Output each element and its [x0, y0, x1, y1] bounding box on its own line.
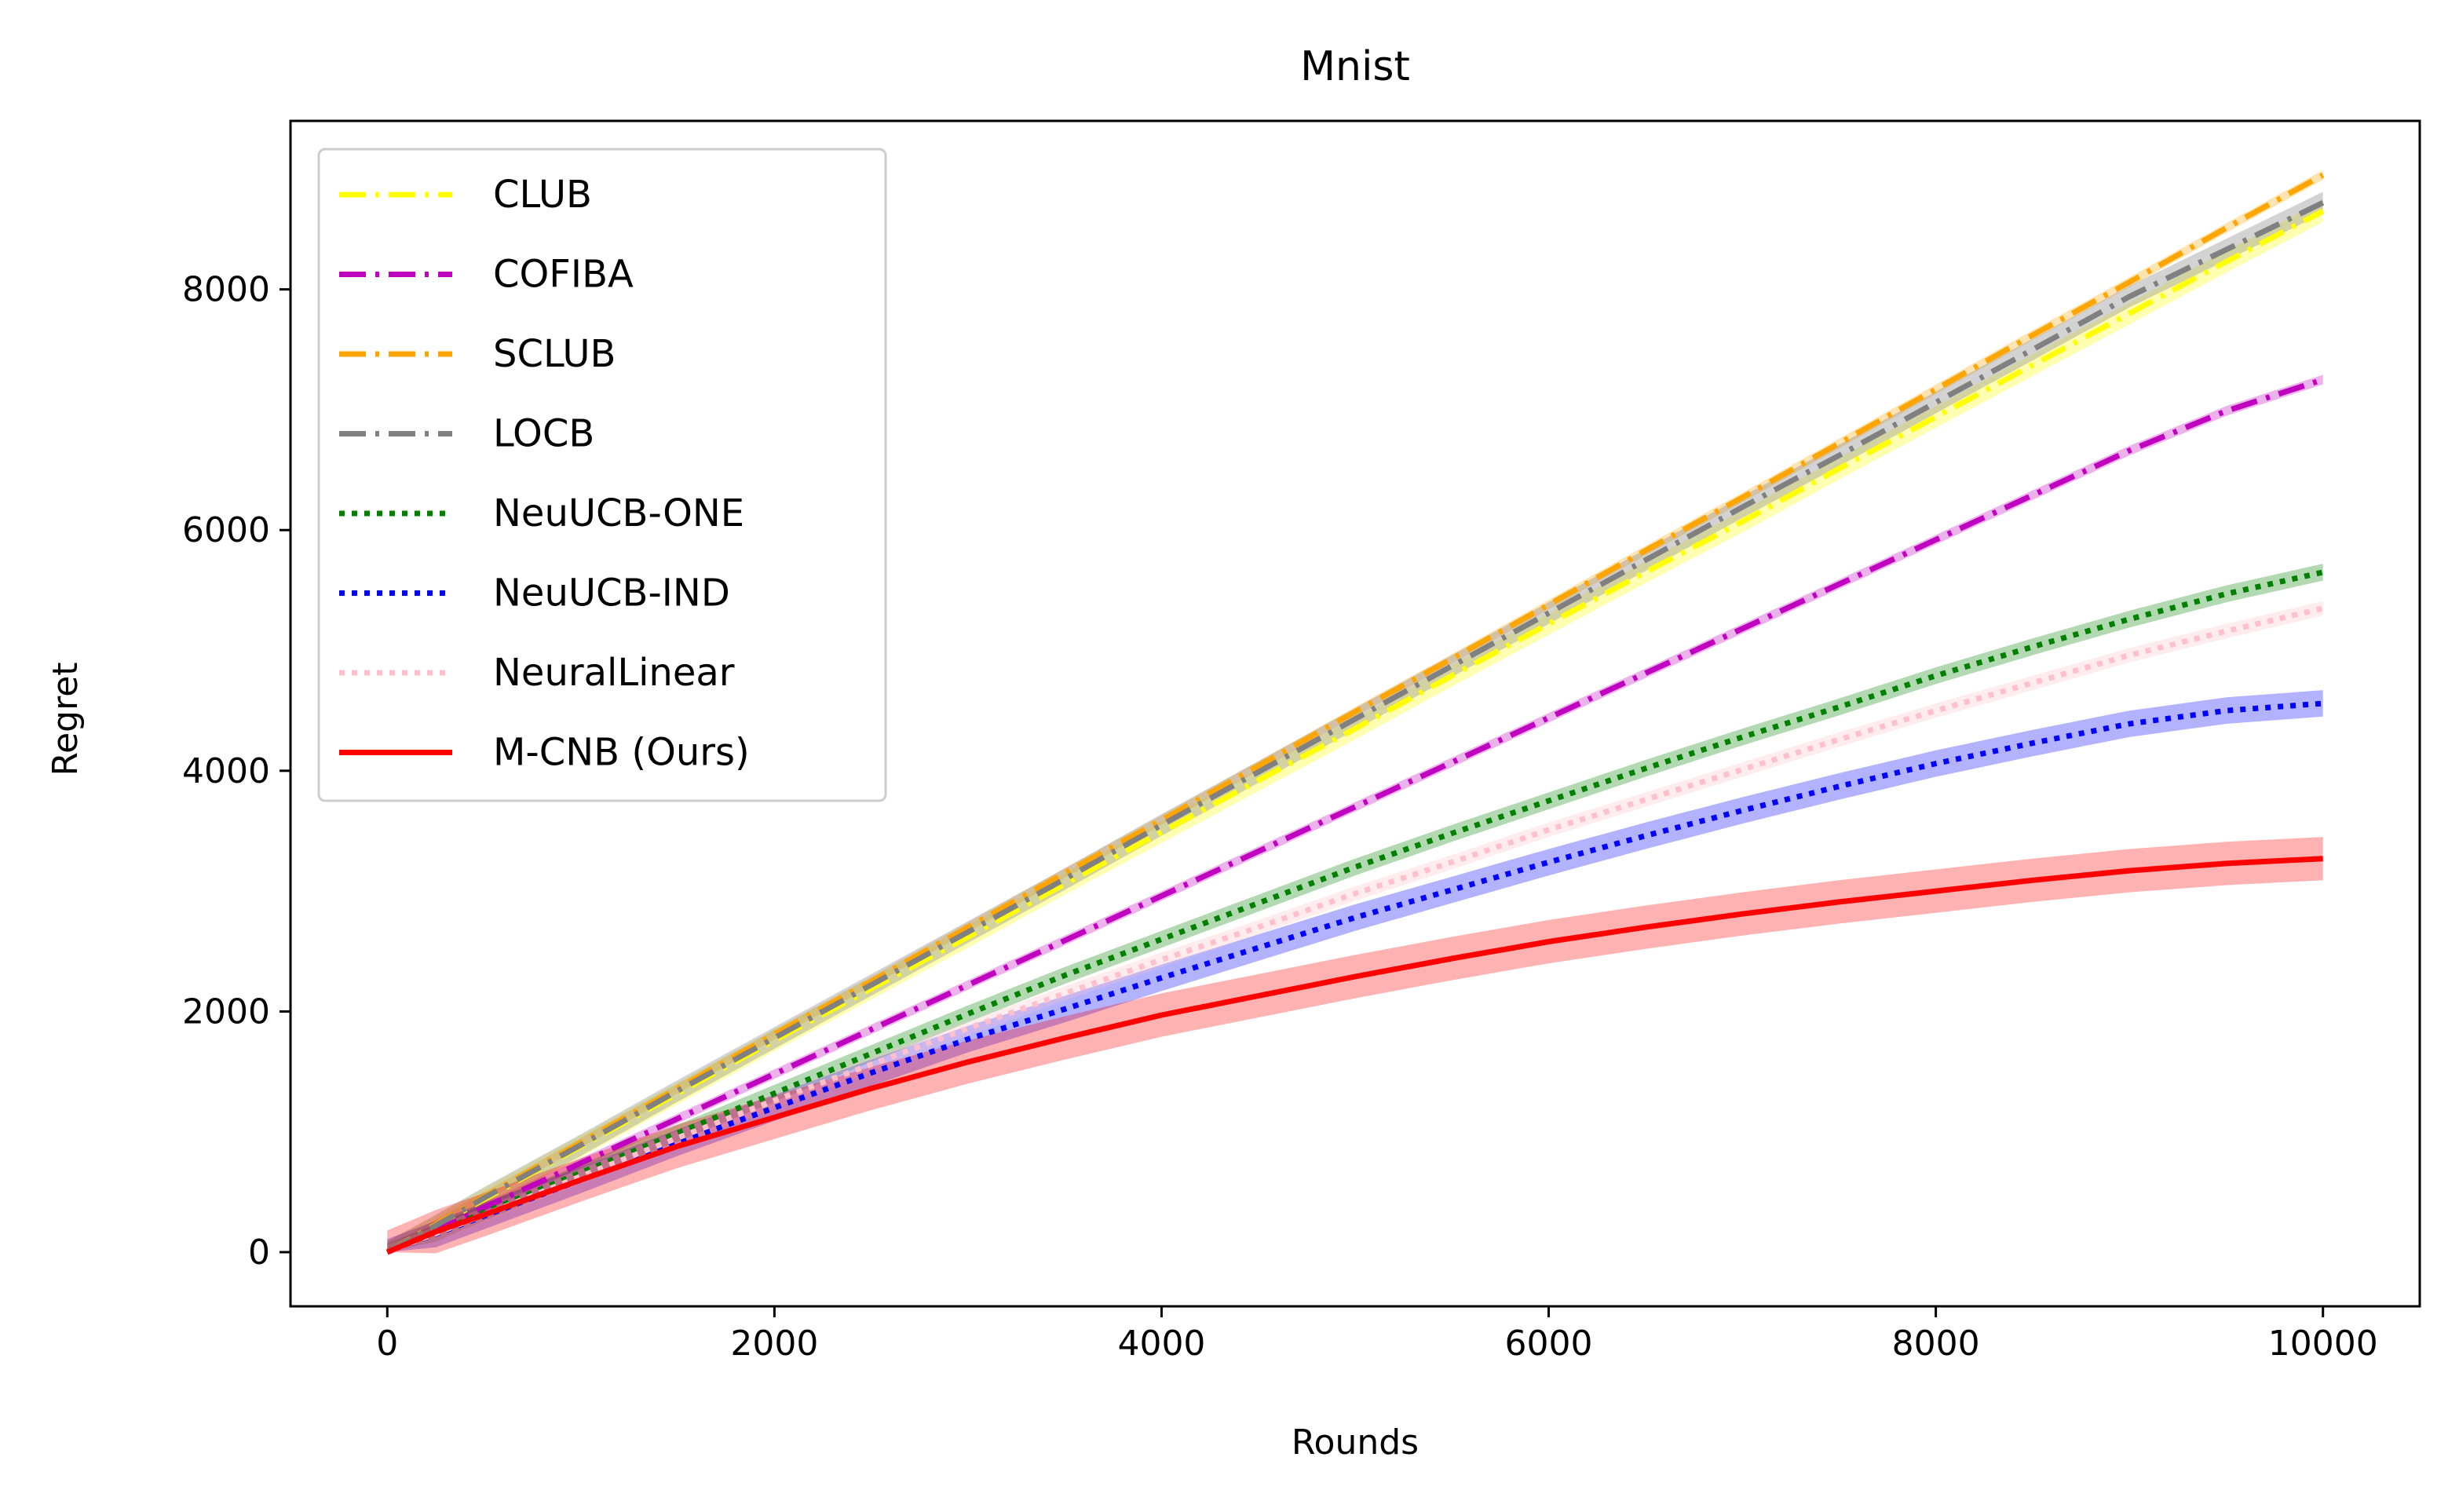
- y-tick-label: 8000: [182, 270, 270, 310]
- x-tick-label: 8000: [1892, 1324, 1980, 1364]
- legend: CLUB COFIBA SCLUB LOCB NeuUCB-ONE NeuUCB-IND N…: [317, 148, 887, 802]
- x-tick-label: 4000: [1117, 1324, 1205, 1364]
- legend-label: COFIBA: [493, 253, 634, 297]
- legend-label: NeuralLinear: [493, 651, 735, 695]
- line-m-cnb-ours: [385, 856, 2323, 1255]
- legend-label: SCLUB: [493, 332, 616, 376]
- x-tick-label: 2000: [730, 1324, 818, 1364]
- legend-label: LOCB: [493, 412, 594, 456]
- x-tick-label: 10000: [2268, 1324, 2378, 1364]
- legend-label: NeuUCB-IND: [493, 572, 730, 615]
- legend-label: NeuUCB-ONE: [493, 491, 744, 535]
- x-axis: 0 2000 4000 6000 8000 10000: [376, 1306, 2378, 1364]
- plot-frame: [289, 119, 2421, 1308]
- y-tick-label: 6000: [182, 510, 270, 550]
- line-club: [385, 208, 2325, 1255]
- line-neurallinear: [386, 605, 2324, 1255]
- y-axis-label: Regret: [46, 662, 86, 776]
- line-locb: [385, 200, 2325, 1255]
- x-tick-label: 6000: [1505, 1324, 1593, 1364]
- line-sclub: [385, 172, 2325, 1255]
- y-tick-label: 2000: [182, 992, 270, 1032]
- legend-label: CLUB: [493, 173, 592, 217]
- line-neuucb-ind: [386, 700, 2323, 1255]
- x-tick-label: 0: [376, 1324, 398, 1364]
- legend-box: [317, 148, 887, 802]
- band-cofiba: [387, 374, 2323, 1252]
- chart-title: Mnist: [1300, 43, 1410, 90]
- series-lines: [385, 172, 2325, 1255]
- y-axis: 0 2000 4000 6000 8000: [182, 270, 290, 1273]
- line-cofiba: [385, 377, 2324, 1255]
- legend-label: M-CNB (Ours): [493, 731, 750, 775]
- band-m-cnb-ours: [387, 837, 2323, 1254]
- x-axis-label: Rounds: [1292, 1423, 1419, 1463]
- y-tick-label: 4000: [182, 751, 270, 791]
- y-tick-label: 0: [248, 1233, 270, 1273]
